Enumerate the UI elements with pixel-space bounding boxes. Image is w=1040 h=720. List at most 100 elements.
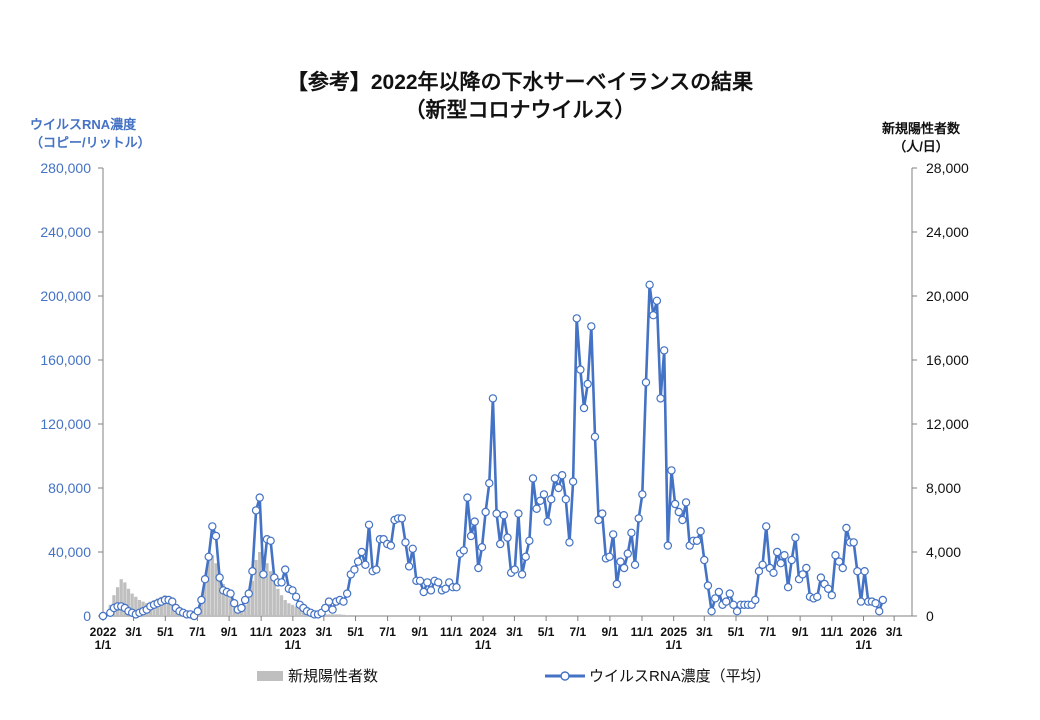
bar: [163, 595, 167, 616]
line-point: [463, 493, 472, 502]
line-point: [240, 595, 250, 605]
x-tick-label: 7/1: [379, 625, 396, 639]
bar: [258, 552, 262, 616]
line-point: [783, 583, 793, 592]
line-point: [711, 594, 720, 603]
line-point: [342, 589, 352, 598]
x-tick-sublabel: 1/1: [285, 638, 302, 652]
legend-line-label: ウイルスRNA濃度（平均）: [589, 668, 771, 685]
line-point: [598, 509, 607, 518]
line-point: [419, 587, 428, 597]
x-tick-label: 9/1: [411, 625, 428, 639]
line-point: [423, 578, 432, 587]
line-point: [849, 538, 858, 547]
line-point: [554, 483, 563, 493]
line-point: [539, 490, 549, 499]
line-point: [251, 506, 261, 515]
line-point: [266, 536, 275, 546]
bar: [290, 604, 295, 616]
right-axis-title-line2: （人/日）: [893, 139, 949, 154]
line-point: [583, 379, 592, 389]
bar: [250, 580, 255, 616]
line-point: [499, 511, 509, 520]
line-point: [426, 586, 436, 595]
x-tick-label: 9/1: [602, 625, 619, 639]
line-point: [594, 515, 603, 525]
line-point: [474, 563, 483, 573]
line-point: [255, 493, 264, 502]
line-point: [831, 551, 840, 560]
line-point: [751, 595, 760, 605]
x-tick-label: 7/1: [759, 625, 776, 639]
line-point: [204, 552, 213, 562]
line-point: [466, 531, 476, 541]
line-point: [496, 539, 505, 549]
y-right-tick-label: 24,000: [926, 224, 969, 240]
bar: [276, 588, 280, 616]
right-axis-title-line1: 新規陽性者数: [881, 121, 960, 136]
bar: [159, 596, 163, 616]
line-point: [98, 611, 108, 621]
line-point: [871, 599, 880, 608]
line-point: [288, 586, 297, 595]
line-point: [328, 605, 337, 614]
bar: [228, 598, 233, 616]
legend-line-swatch: [545, 670, 585, 681]
line-point: [557, 471, 567, 480]
y-right-tick-label: 20,000: [926, 288, 969, 304]
line-point: [692, 536, 702, 546]
x-tick-label: 9/1: [221, 625, 238, 639]
legend-item-bars: 新規陽性者数: [257, 665, 378, 686]
x-tick-label: 3/1: [696, 625, 713, 639]
bar: [123, 582, 127, 616]
x-tick-sublabel: 1/1: [855, 638, 872, 652]
line-point: [860, 567, 869, 576]
chart-title-line1: 【参考】2022年以降の下水サーベイランスの結果: [286, 71, 754, 94]
line-point: [386, 541, 396, 550]
line-point: [514, 509, 523, 518]
line-point: [813, 592, 822, 602]
line-point: [350, 565, 359, 574]
bar: [341, 614, 346, 616]
y-left-tick-label: 40,000: [48, 544, 91, 560]
line-point: [568, 477, 578, 486]
line-point: [703, 581, 713, 590]
line-point: [649, 311, 658, 320]
line-point: [291, 592, 301, 602]
line-point: [842, 523, 851, 533]
line-point: [878, 595, 888, 605]
line-point: [663, 541, 673, 550]
line-point: [357, 547, 366, 557]
bar: [137, 600, 142, 616]
bar: [334, 614, 338, 616]
bar: [126, 588, 131, 616]
line-point: [645, 280, 654, 289]
line-point: [521, 552, 530, 562]
line-point: [488, 394, 498, 403]
line-point: [634, 514, 643, 523]
line-point: [434, 578, 443, 587]
bar: [134, 596, 138, 616]
y-left-tick-label: 120,000: [40, 416, 91, 432]
line-point: [802, 563, 811, 573]
line-point: [630, 560, 640, 570]
bar: [207, 560, 211, 616]
line-point: [791, 533, 800, 542]
line-point: [547, 495, 556, 504]
line-point: [674, 507, 683, 517]
line-point: [827, 591, 837, 600]
legend-item-line: ウイルスRNA濃度（平均）: [545, 665, 771, 686]
line-point: [503, 533, 512, 542]
x-tick-label: 3/1: [125, 625, 142, 639]
bar: [217, 574, 222, 616]
line-point: [324, 597, 334, 606]
bar: [199, 596, 204, 616]
bar: [261, 556, 265, 616]
bar: [272, 580, 276, 616]
x-tick-label: 2022: [90, 625, 117, 639]
legend-bars-swatch: [257, 670, 283, 681]
line-point: [364, 520, 374, 530]
line-point: [834, 557, 844, 566]
right-axis-title: 新規陽性者数 （人/日）: [866, 120, 976, 156]
line-point: [772, 547, 782, 557]
